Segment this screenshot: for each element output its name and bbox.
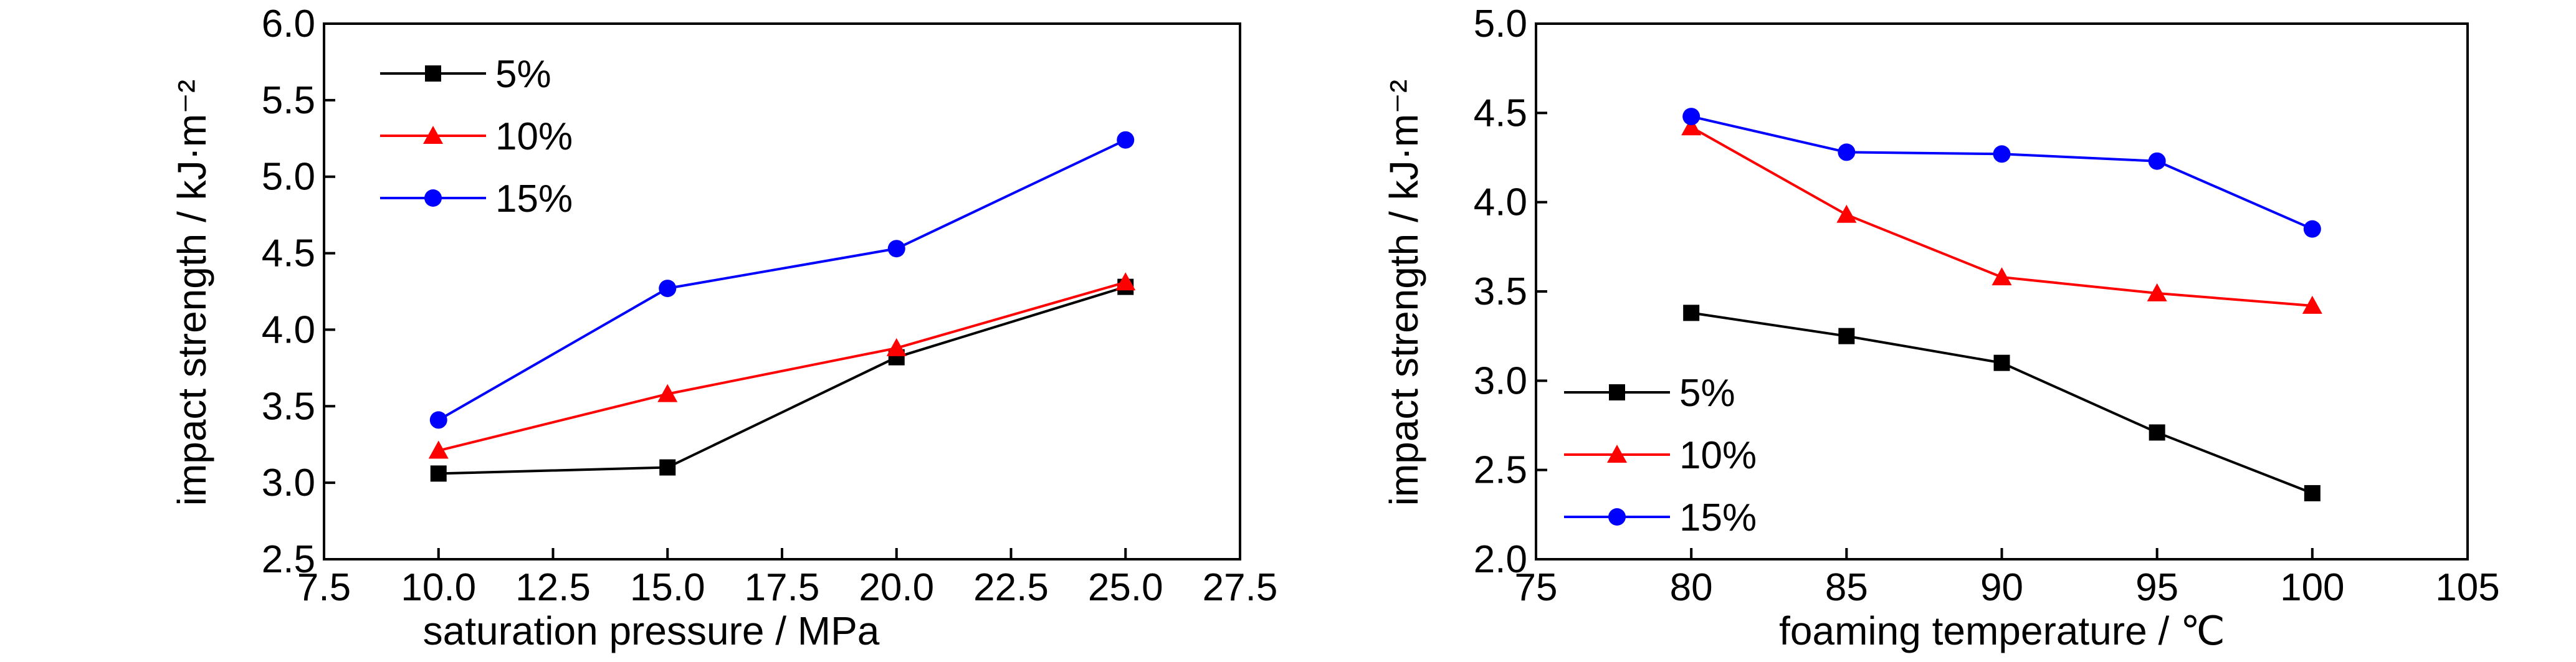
y-tick-label: 5.0 (262, 156, 315, 199)
legend-label: 15% (495, 177, 573, 220)
y-tick-label: 4.0 (262, 308, 315, 351)
data-point (2147, 283, 2167, 301)
plot-frame (323, 22, 1241, 560)
x-tick-label: 100 (2280, 566, 2344, 609)
y-axis-label: impact strength / kJ·m⁻² (169, 80, 214, 506)
series-10pct (428, 272, 1136, 459)
data-point (657, 384, 678, 402)
legend-entry: 10% (380, 115, 573, 158)
series-line (1691, 115, 2313, 230)
y-tick-label: 4.5 (1474, 92, 1527, 135)
y-tick-label: 5.0 (1474, 2, 1527, 45)
x-tick-label: 105 (2435, 566, 2499, 609)
x-tick-label: 10.0 (401, 566, 476, 609)
legend-marker (1608, 508, 1626, 526)
data-point (886, 338, 907, 356)
legend-entry: 5% (380, 53, 551, 96)
chart-foaming-temperature: foaming temperature / ℃ impact strength … (1381, 2, 2500, 653)
series-10pct (1681, 117, 2322, 314)
data-point (887, 240, 905, 258)
data-point (1992, 267, 2012, 286)
y-axis-label: impact strength / kJ·m⁻² (1381, 80, 1426, 506)
data-point (429, 411, 447, 429)
data-point (1117, 131, 1135, 149)
y-tick-label: 2.5 (262, 538, 315, 581)
y-tick-label: 3.5 (1474, 270, 1527, 313)
legend-entry: 15% (1564, 496, 1757, 539)
data-point (1838, 328, 1855, 344)
x-tick-label: 90 (1980, 566, 2023, 609)
x-tick-label: 27.5 (1203, 566, 1278, 609)
legend-marker (1609, 384, 1625, 400)
x-tick-label: 12.5 (515, 566, 591, 609)
legend-marker (424, 189, 442, 207)
data-point (659, 280, 677, 298)
legend-entry: 10% (1564, 434, 1757, 477)
x-tick-label: 85 (1825, 566, 1868, 609)
plot-frame (1535, 22, 2469, 560)
legend-label: 5% (1679, 372, 1735, 415)
legend-marker (1607, 445, 1627, 463)
series-line (1691, 311, 2313, 494)
data-point (659, 459, 676, 476)
series-15pct (1682, 108, 2321, 238)
x-tick-label: 7.5 (297, 566, 351, 609)
y-tick-label: 3.5 (262, 385, 315, 428)
data-point (2304, 485, 2321, 501)
data-point (428, 440, 449, 459)
x-tick-label: 95 (2135, 566, 2178, 609)
y-tick-label: 3.0 (1474, 359, 1527, 402)
y-tick-label: 5.5 (262, 79, 315, 122)
data-point (2302, 295, 2322, 314)
data-point (2149, 424, 2165, 441)
data-point (1993, 354, 2010, 371)
data-point (1682, 108, 1701, 126)
x-axis-label: saturation pressure / MPa (423, 608, 880, 653)
x-tick-label: 22.5 (973, 566, 1049, 609)
data-point (2148, 152, 2166, 170)
series-line (438, 281, 1126, 452)
legend-marker (423, 126, 443, 144)
data-point (430, 465, 447, 482)
x-tick-label: 25.0 (1088, 566, 1163, 609)
y-tick-label: 6.0 (262, 2, 315, 45)
y-tick-label: 4.0 (1474, 181, 1527, 224)
x-tick-label: 17.5 (745, 566, 820, 609)
y-tick-label: 2.0 (1474, 538, 1527, 581)
y-tick-label: 4.5 (262, 232, 315, 275)
x-axis-label: foaming temperature / ℃ (1779, 608, 2225, 653)
chart-saturation-pressure: saturation pressure / MPa impact strengt… (169, 2, 1277, 653)
x-tick-label: 20.0 (859, 566, 934, 609)
series-line (437, 138, 1127, 422)
x-tick-label: 75 (1515, 566, 1558, 609)
legend-label: 5% (495, 53, 551, 96)
series-line (438, 285, 1126, 475)
y-tick-label: 3.0 (262, 461, 315, 504)
legend-label: 10% (495, 115, 573, 158)
series-5pct (1683, 305, 2321, 501)
legend-marker (425, 65, 441, 82)
legend-entry: 15% (380, 177, 573, 220)
data-point (1683, 305, 1700, 321)
y-tick-label: 2.5 (1474, 449, 1527, 492)
data-point (2303, 220, 2321, 238)
x-tick-label: 15.0 (630, 566, 705, 609)
legend-entry: 5% (1564, 372, 1735, 415)
series-15pct (429, 131, 1135, 429)
legend-label: 10% (1679, 434, 1757, 477)
data-point (1115, 272, 1136, 291)
data-point (1681, 117, 1702, 136)
data-point (1993, 145, 2011, 163)
data-point (1836, 204, 1857, 223)
legend-label: 15% (1679, 496, 1757, 539)
data-point (1838, 143, 1856, 161)
x-tick-label: 80 (1670, 566, 1713, 609)
